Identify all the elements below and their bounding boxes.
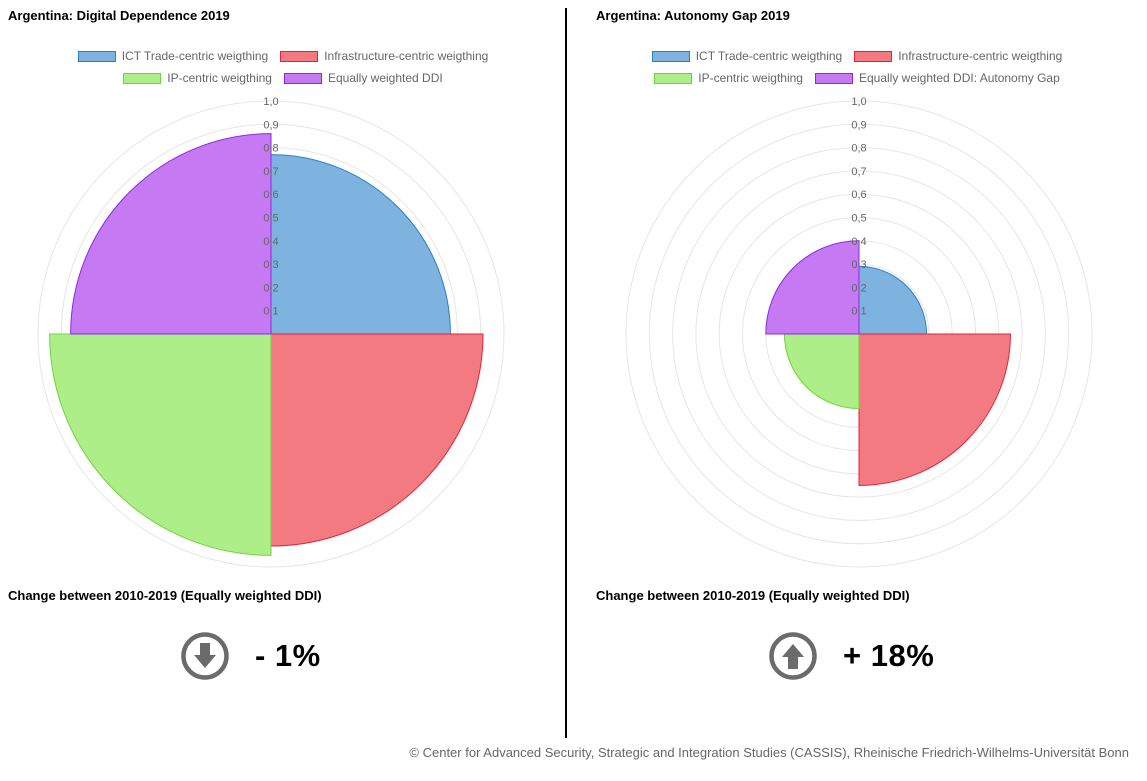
legend-row-2: IP-centric weigthing Equally weighted DD… xyxy=(567,71,1147,85)
change-label: Change between 2010-2019 (Equally weight… xyxy=(8,588,322,603)
panel-autonomy-gap: Argentina: Autonomy Gap 2019 ICT Trade-c… xyxy=(567,0,1147,740)
polar-area-chart: 0,1 0,2 0,3 0,4 0,5 0,6 0,7 0,8 0,9 1,0 xyxy=(37,96,505,568)
legend-row-1: ICT Trade-centric weigthing Infrastructu… xyxy=(567,49,1147,63)
legend-swatch xyxy=(123,72,162,84)
wedge-infrastructure-centric-weigthing xyxy=(270,333,484,547)
legend-item-ip[interactable]: IP-centric weigthing xyxy=(654,71,803,85)
tick-label: 1,0 xyxy=(263,96,278,108)
legend-item-ict[interactable]: ICT Trade-centric weigthing xyxy=(77,49,269,63)
tick-label: 0,5 xyxy=(263,213,278,225)
legend-label: Equally weighted DDI xyxy=(327,71,443,85)
change-value: - 1% xyxy=(255,638,321,673)
tick-label: 0,7 xyxy=(851,166,866,178)
tick-label: 0,4 xyxy=(851,236,866,248)
legend-swatch xyxy=(77,50,116,62)
legend-item-infrastructure[interactable]: Infrastructure-centric weigthing xyxy=(854,49,1062,63)
legend-row-1: ICT Trade-centric weigthing Infrastructu… xyxy=(0,49,566,63)
change-value: + 18% xyxy=(843,638,935,673)
legend-swatch xyxy=(651,50,690,62)
tick-label: 0,3 xyxy=(263,259,278,271)
grid-ring xyxy=(625,100,1093,568)
chart-title: Argentina: Digital Dependence 2019 xyxy=(8,8,230,23)
grid-ring xyxy=(37,100,505,568)
legend-row-2: IP-centric weigthing Equally weighted DD… xyxy=(0,71,566,85)
tick-label: 0,3 xyxy=(851,259,866,271)
panel-divider xyxy=(565,8,567,738)
tick-label: 0,7 xyxy=(263,166,278,178)
tick-label: 0,1 xyxy=(263,306,278,318)
tick-label: 0,5 xyxy=(851,213,866,225)
tick-label: 0,6 xyxy=(851,189,866,201)
grid-ring xyxy=(672,147,1046,521)
legend-item-ip[interactable]: IP-centric weigthing xyxy=(123,71,272,85)
tick-label: 0,2 xyxy=(263,282,278,294)
legend-label: IP-centric weigthing xyxy=(698,71,803,85)
legend-item-infrastructure[interactable]: Infrastructure-centric weigthing xyxy=(280,49,488,63)
change-label: Change between 2010-2019 (Equally weight… xyxy=(596,588,910,603)
tick-label: 0,8 xyxy=(851,143,866,155)
tick-label: 1,0 xyxy=(851,96,866,108)
legend-label: IP-centric weigthing xyxy=(167,71,272,85)
tick-label: 0,8 xyxy=(263,143,278,155)
wedge-ict-trade-centric-weigthing xyxy=(858,265,928,335)
legend-item-autonomy-gap[interactable]: Equally weighted DDI: Autonomy Gap xyxy=(814,71,1060,85)
wedge-ip-centric-weigthing xyxy=(783,333,860,410)
legend-label: Infrastructure-centric weigthing xyxy=(324,49,489,63)
legend-label: ICT Trade-centric weigthing xyxy=(121,49,269,63)
chart-title: Argentina: Autonomy Gap 2019 xyxy=(596,8,790,23)
wedge-ip-centric-weigthing xyxy=(49,333,272,556)
legend-swatch xyxy=(814,72,853,84)
change-indicator: - 1% xyxy=(181,632,321,680)
arrow-down-circle-icon xyxy=(181,632,229,680)
polar-area-chart: 0,1 0,2 0,3 0,4 0,5 0,6 0,7 0,8 0,9 1,0 xyxy=(625,96,1093,568)
wedge-ict-trade-centric-weigthing xyxy=(270,154,451,335)
legend-label: Infrastructure-centric weigthing xyxy=(898,49,1063,63)
legend-label: Equally weighted DDI: Autonomy Gap xyxy=(858,71,1060,85)
grid-ring xyxy=(695,170,1023,498)
legend-item-equal[interactable]: Equally weighted DDI xyxy=(283,71,443,85)
tick-label: 0,6 xyxy=(263,189,278,201)
panel-digital-dependence: Argentina: Digital Dependence 2019 ICT T… xyxy=(0,0,566,740)
tick-label: 0,4 xyxy=(263,236,278,248)
legend-item-ict[interactable]: ICT Trade-centric weigthing xyxy=(651,49,843,63)
legend-label: ICT Trade-centric weigthing xyxy=(695,49,843,63)
tick-label: 0,9 xyxy=(263,119,278,131)
change-indicator: + 18% xyxy=(769,632,934,680)
tick-label: 0,1 xyxy=(851,306,866,318)
tick-label: 0,2 xyxy=(851,282,866,294)
grid-ring xyxy=(648,123,1070,545)
wedge-infrastructure-centric-weigthing xyxy=(858,333,1011,486)
legend-swatch xyxy=(654,72,693,84)
copyright-footer: © Center for Advanced Security, Strategi… xyxy=(409,745,1129,760)
tick-label: 0,9 xyxy=(851,119,866,131)
legend-swatch xyxy=(283,72,322,84)
arrow-up-circle-icon xyxy=(769,632,817,680)
legend-swatch xyxy=(854,50,893,62)
wedge-equally-weighted-ddi-autonomy-gap xyxy=(765,240,860,335)
legend-swatch xyxy=(280,50,319,62)
wedge-equally-weighted-ddi xyxy=(70,133,272,335)
